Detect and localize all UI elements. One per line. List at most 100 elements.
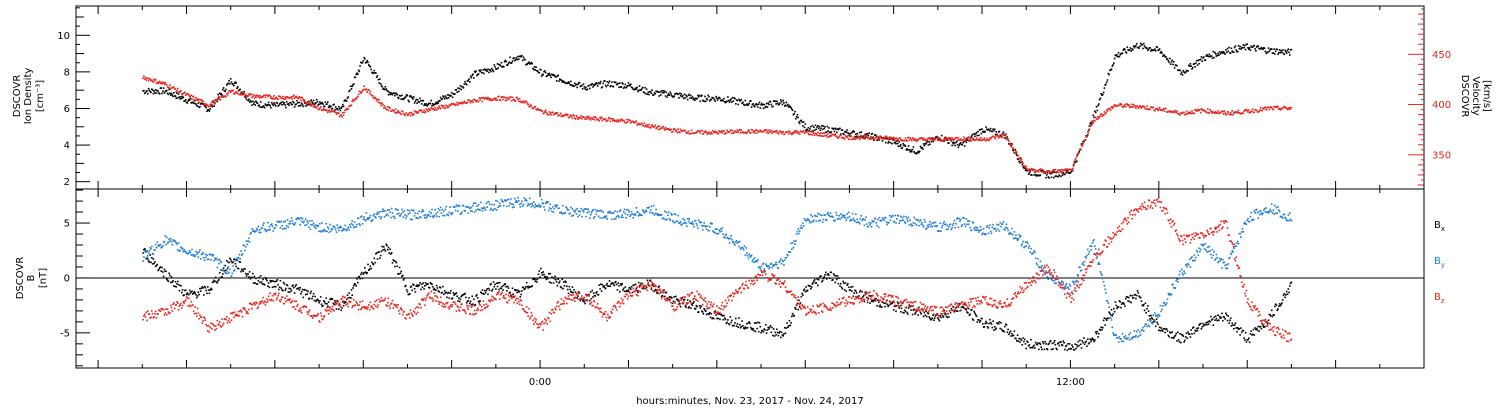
- field-point-bx: [368, 269, 370, 271]
- velocity-point: [405, 112, 408, 115]
- velocity-point: [712, 129, 714, 132]
- field-point-bx: [849, 289, 851, 291]
- density-point: [679, 92, 681, 95]
- velocity-point: [750, 132, 752, 134]
- velocity-tick-label: 450: [1432, 50, 1451, 61]
- field-point-bx: [1177, 338, 1180, 341]
- velocity-point: [1185, 110, 1188, 113]
- density-point: [248, 98, 250, 101]
- density-point: [1219, 53, 1222, 55]
- density-point: [589, 87, 591, 90]
- field-point-bx: [288, 287, 290, 290]
- density-point: [230, 81, 233, 83]
- field-point-by: [285, 227, 287, 230]
- velocity-point: [253, 97, 256, 99]
- velocity-point: [570, 115, 573, 117]
- velocity-point: [308, 100, 310, 103]
- density-tick-label: 4: [64, 141, 70, 152]
- field-point-by: [290, 217, 293, 219]
- density-point: [864, 133, 866, 136]
- density-point: [328, 104, 331, 107]
- density-point: [318, 103, 320, 105]
- velocity-point: [590, 117, 593, 119]
- density-point: [1072, 163, 1075, 166]
- field-point-by: [301, 217, 304, 220]
- field-point-bx: [694, 308, 697, 310]
- field-point-by: [400, 213, 402, 215]
- field-point-bx: [292, 284, 294, 286]
- field-point-bx: [1167, 334, 1170, 337]
- velocity-point: [658, 125, 660, 127]
- density-point: [664, 90, 666, 92]
- field-point-bx: [253, 275, 256, 278]
- density-point: [582, 83, 585, 85]
- density-point: [428, 102, 431, 105]
- density-point: [812, 130, 814, 132]
- field-point-bx: [322, 304, 324, 307]
- velocity-point: [267, 94, 270, 97]
- field-point-bx: [418, 284, 421, 286]
- field-point-bx: [1173, 337, 1175, 339]
- velocity-point: [942, 140, 945, 142]
- field-point-bx: [371, 261, 373, 264]
- field-point-bx: [798, 306, 801, 308]
- density-point: [267, 103, 269, 106]
- field-point-bx: [1113, 307, 1115, 310]
- velocity-point: [953, 138, 956, 140]
- density-point: [787, 106, 790, 108]
- field-point-bx: [1063, 342, 1065, 344]
- velocity-point: [622, 119, 625, 122]
- field-point-bx: [1216, 319, 1218, 322]
- field-point-bx: [886, 303, 889, 306]
- density-point: [622, 87, 625, 89]
- field-point-bx: [381, 245, 383, 248]
- field-point-bx: [259, 275, 262, 277]
- density-point: [221, 94, 223, 96]
- velocity-point: [397, 110, 399, 112]
- field-point-bx: [232, 261, 234, 263]
- field-point-bx: [1068, 343, 1071, 345]
- velocity-point: [927, 137, 930, 139]
- density-point: [330, 105, 332, 108]
- density-point: [1058, 174, 1061, 176]
- field-point-bx: [387, 248, 389, 251]
- velocity-point: [504, 99, 507, 102]
- velocity-point: [1041, 171, 1043, 173]
- density-point: [739, 99, 742, 102]
- field-point-bx: [675, 295, 677, 298]
- field-point-bx: [451, 297, 454, 299]
- density-point: [478, 69, 481, 72]
- velocity-point: [832, 133, 834, 136]
- velocity-point: [350, 104, 353, 107]
- field-point-bx: [1109, 314, 1112, 316]
- density-point: [983, 131, 986, 133]
- field-point-bx: [743, 328, 746, 330]
- field-point-bx: [676, 299, 679, 302]
- density-tick-label: 2: [64, 177, 70, 188]
- density-point: [667, 94, 669, 96]
- field-point-by: [383, 216, 386, 218]
- density-point: [1113, 57, 1116, 60]
- density-point: [638, 85, 641, 87]
- field-point-by: [364, 218, 366, 221]
- density-point: [1235, 49, 1237, 51]
- field-point-bx: [1151, 318, 1154, 320]
- field-point-bx: [1177, 331, 1179, 334]
- density-point: [617, 82, 619, 85]
- velocity-point: [625, 121, 627, 124]
- velocity-point: [1209, 108, 1211, 111]
- density-point: [1289, 54, 1291, 56]
- velocity-point: [825, 134, 828, 136]
- density-point: [903, 144, 906, 146]
- velocity-point: [1172, 111, 1174, 114]
- density-point: [728, 101, 731, 104]
- density-point: [569, 84, 571, 86]
- field-point-bx: [282, 289, 284, 292]
- plasma-series: [142, 42, 1293, 179]
- field-point-bx: [1225, 312, 1227, 315]
- density-point: [323, 105, 326, 108]
- velocity-point: [292, 95, 294, 98]
- field-point-by: [240, 250, 242, 252]
- field-point-bx: [803, 288, 806, 291]
- density-point: [334, 106, 337, 108]
